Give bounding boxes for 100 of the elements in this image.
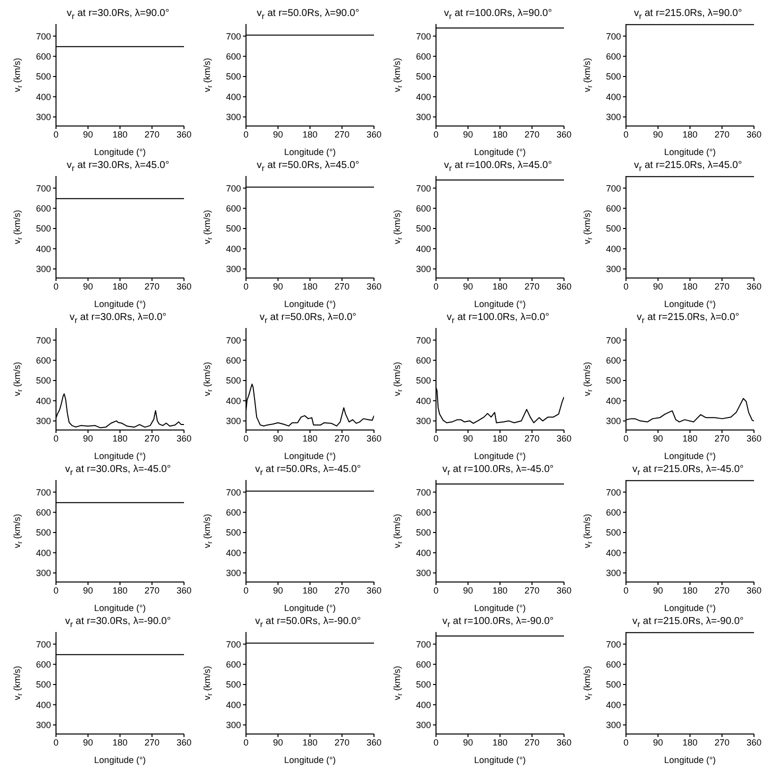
y-tick-label: 300 [416, 720, 431, 730]
chart-title: v$_{r}$ at r=30.0Rs, λ=-45.0° [64, 464, 172, 478]
x-tick-label: 360 [176, 281, 192, 292]
y-tick-label: 500 [606, 376, 621, 386]
y-tick-label: 400 [36, 396, 51, 406]
chart-title: v$_{r}$ at r=215.0Rs, λ=45.0° [633, 160, 743, 174]
y-tick-label: 700 [416, 639, 431, 650]
x-tick-label: 360 [176, 737, 192, 748]
x-tick-label: 360 [176, 433, 192, 444]
x-tick-label: 270 [144, 281, 160, 292]
chart-title: v$_{r}$ at r=30.0Rs, λ=45.0° [66, 160, 170, 174]
y-tick-label: 300 [416, 568, 431, 578]
x-tick-label: 360 [366, 129, 382, 140]
x-tick-label: 270 [334, 433, 350, 444]
x-tick-label: 360 [556, 281, 572, 292]
y-tick-label: 700 [36, 639, 51, 650]
y-tick-label: 600 [416, 356, 431, 366]
y-tick-label: 400 [416, 92, 431, 102]
y-tick-label: 600 [606, 356, 621, 366]
x-tick-label: 180 [492, 129, 508, 140]
x-tick-label: 360 [366, 433, 382, 444]
y-tick-label: 500 [606, 680, 621, 690]
x-axis-title: Longitude (°) [284, 451, 336, 461]
chart-title: v$_{r}$ at r=50.0Rs, λ=90.0° [256, 8, 360, 22]
x-tick-label: 90 [272, 129, 284, 140]
x-tick-label: 270 [144, 585, 160, 596]
y-tick-label: 400 [36, 548, 51, 558]
y-tick-label: 700 [226, 183, 241, 194]
chart-title: v$_{r}$ at r=30.0Rs, λ=-90.0° [64, 616, 172, 630]
chart-title: v$_{r}$ at r=215.0Rs, λ=-45.0° [631, 464, 745, 478]
x-tick-label: 180 [112, 585, 128, 596]
y-tick-label: 300 [226, 264, 241, 274]
chart-title: v$_{r}$ at r=30.0Rs, λ=90.0° [66, 8, 170, 22]
x-tick-label: 90 [82, 737, 94, 748]
x-tick-label: 0 [623, 281, 629, 292]
chart-title: v$_{r}$ at r=215.0Rs, λ=90.0° [633, 8, 743, 22]
x-tick-label: 180 [492, 281, 508, 292]
y-tick-label: 400 [226, 396, 241, 406]
x-axis-title: Longitude (°) [474, 603, 526, 613]
x-tick-label: 0 [243, 281, 249, 292]
x-tick-label: 270 [714, 585, 730, 596]
x-tick-label: 270 [714, 433, 730, 444]
x-tick-label: 360 [366, 737, 382, 748]
y-tick-label: 500 [226, 528, 241, 538]
x-tick-label: 0 [433, 281, 439, 292]
y-tick-label: 600 [226, 52, 241, 62]
x-tick-label: 0 [243, 129, 249, 140]
x-tick-label: 360 [366, 281, 382, 292]
y-tick-label: 400 [416, 548, 431, 558]
y-tick-label: 600 [606, 660, 621, 670]
y-tick-label: 700 [416, 31, 431, 42]
x-axis-title: Longitude (°) [94, 451, 146, 461]
y-tick-label: 400 [226, 92, 241, 102]
y-tick-label: 300 [606, 568, 621, 578]
x-tick-label: 90 [272, 737, 284, 748]
y-tick-label: 700 [416, 183, 431, 194]
x-tick-label: 0 [433, 737, 439, 748]
x-tick-label: 0 [433, 433, 439, 444]
x-axis-title: Longitude (°) [474, 451, 526, 461]
y-tick-label: 600 [416, 52, 431, 62]
x-tick-label: 360 [556, 433, 572, 444]
y-tick-label: 400 [606, 244, 621, 254]
y-tick-label: 400 [416, 244, 431, 254]
x-axis-title: Longitude (°) [664, 299, 716, 309]
x-axis-title: Longitude (°) [284, 299, 336, 309]
x-tick-label: 180 [492, 433, 508, 444]
y-tick-label: 700 [606, 639, 621, 650]
y-tick-label: 300 [36, 568, 51, 578]
x-tick-label: 0 [243, 433, 249, 444]
x-tick-label: 180 [682, 281, 698, 292]
x-tick-label: 0 [433, 129, 439, 140]
chart-title: v$_{r}$ at r=50.0Rs, λ=0.0° [258, 312, 358, 326]
x-tick-label: 180 [682, 737, 698, 748]
y-tick-label: 300 [226, 416, 241, 426]
y-tick-label: 600 [416, 204, 431, 214]
y-tick-label: 400 [606, 548, 621, 558]
x-tick-label: 0 [623, 129, 629, 140]
y-tick-label: 400 [36, 244, 51, 254]
x-tick-label: 0 [53, 433, 59, 444]
x-tick-label: 0 [623, 433, 629, 444]
x-tick-label: 90 [272, 281, 284, 292]
chart-title: v$_{r}$ at r=100.0Rs, λ=-90.0° [441, 616, 555, 630]
x-tick-label: 90 [82, 129, 94, 140]
x-tick-label: 0 [243, 737, 249, 748]
y-tick-label: 400 [36, 92, 51, 102]
x-tick-label: 270 [334, 585, 350, 596]
y-tick-label: 400 [606, 92, 621, 102]
y-tick-label: 400 [606, 396, 621, 406]
x-tick-label: 360 [366, 585, 382, 596]
x-axis-title: Longitude (°) [284, 755, 336, 765]
x-axis-title: Longitude (°) [284, 603, 336, 613]
x-tick-label: 180 [302, 433, 318, 444]
chart-title: v$_{r}$ at r=50.0Rs, λ=-90.0° [254, 616, 362, 630]
x-tick-label: 90 [652, 281, 664, 292]
chart-title: v$_{r}$ at r=100.0Rs, λ=-45.0° [441, 464, 555, 478]
y-tick-label: 500 [226, 224, 241, 234]
x-tick-label: 0 [53, 585, 59, 596]
y-tick-label: 300 [36, 112, 51, 122]
y-tick-label: 700 [606, 31, 621, 42]
x-axis-title: Longitude (°) [474, 299, 526, 309]
